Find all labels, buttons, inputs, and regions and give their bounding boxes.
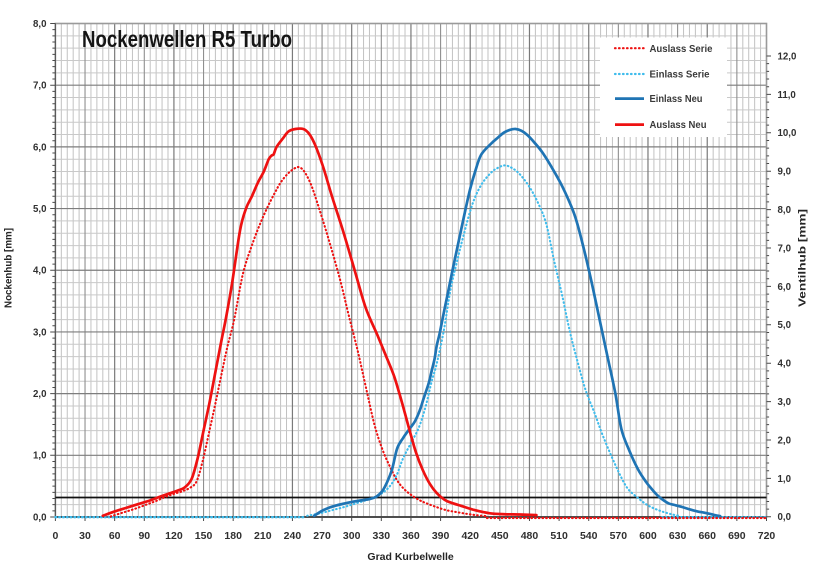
- svg-text:11,0: 11,0: [778, 90, 796, 101]
- svg-text:60: 60: [109, 530, 121, 542]
- svg-text:2,0: 2,0: [33, 389, 46, 400]
- svg-text:300: 300: [343, 530, 361, 542]
- svg-text:690: 690: [728, 530, 746, 542]
- svg-text:Nockenhub [mm]: Nockenhub [mm]: [4, 228, 15, 308]
- svg-text:7,0: 7,0: [778, 243, 791, 254]
- svg-text:420: 420: [461, 530, 479, 542]
- svg-text:6,0: 6,0: [778, 282, 791, 293]
- svg-text:3,0: 3,0: [33, 327, 46, 338]
- svg-text:390: 390: [432, 530, 450, 542]
- svg-text:Einlass Neu: Einlass Neu: [650, 93, 703, 105]
- svg-text:480: 480: [521, 530, 539, 542]
- svg-text:510: 510: [550, 530, 568, 542]
- svg-text:120: 120: [165, 530, 183, 542]
- svg-text:660: 660: [698, 530, 716, 542]
- svg-text:240: 240: [284, 530, 302, 542]
- svg-text:3,0: 3,0: [778, 397, 791, 408]
- svg-text:8,0: 8,0: [33, 19, 46, 30]
- svg-text:630: 630: [669, 530, 687, 542]
- svg-text:30: 30: [79, 530, 91, 542]
- svg-text:90: 90: [138, 530, 150, 542]
- svg-text:0,0: 0,0: [778, 512, 791, 523]
- svg-text:540: 540: [580, 530, 598, 542]
- svg-text:7,0: 7,0: [33, 81, 46, 92]
- svg-text:210: 210: [254, 530, 272, 542]
- svg-text:9,0: 9,0: [778, 167, 791, 178]
- svg-text:1,0: 1,0: [778, 474, 791, 485]
- svg-text:600: 600: [639, 530, 657, 542]
- svg-text:180: 180: [224, 530, 242, 542]
- svg-text:150: 150: [195, 530, 213, 542]
- svg-text:6,0: 6,0: [33, 142, 46, 153]
- svg-text:570: 570: [610, 530, 628, 542]
- svg-text:0,0: 0,0: [33, 512, 46, 523]
- svg-text:450: 450: [491, 530, 509, 542]
- svg-text:1,0: 1,0: [33, 451, 46, 462]
- svg-text:270: 270: [313, 530, 331, 542]
- svg-text:2,0: 2,0: [778, 435, 791, 446]
- svg-text:5,0: 5,0: [778, 320, 791, 331]
- svg-text:Ventilhub [mm]: Ventilhub [mm]: [798, 209, 809, 307]
- svg-text:Einlass Serie: Einlass Serie: [650, 69, 710, 81]
- svg-text:360: 360: [402, 530, 420, 542]
- svg-text:4,0: 4,0: [33, 266, 46, 277]
- svg-text:8,0: 8,0: [778, 205, 791, 216]
- svg-text:10,0: 10,0: [778, 128, 797, 139]
- svg-text:720: 720: [758, 530, 776, 542]
- svg-text:12,0: 12,0: [778, 51, 797, 62]
- svg-text:5,0: 5,0: [33, 204, 46, 215]
- svg-text:Auslass Serie: Auslass Serie: [650, 43, 713, 55]
- svg-text:Auslass Neu: Auslass Neu: [650, 119, 707, 131]
- svg-text:330: 330: [373, 530, 391, 542]
- svg-text:Nockenwellen R5 Turbo: Nockenwellen R5 Turbo: [82, 26, 292, 52]
- svg-text:4,0: 4,0: [778, 359, 791, 370]
- svg-text:Grad Kurbelwelle: Grad Kurbelwelle: [367, 551, 454, 563]
- svg-text:0: 0: [52, 530, 58, 542]
